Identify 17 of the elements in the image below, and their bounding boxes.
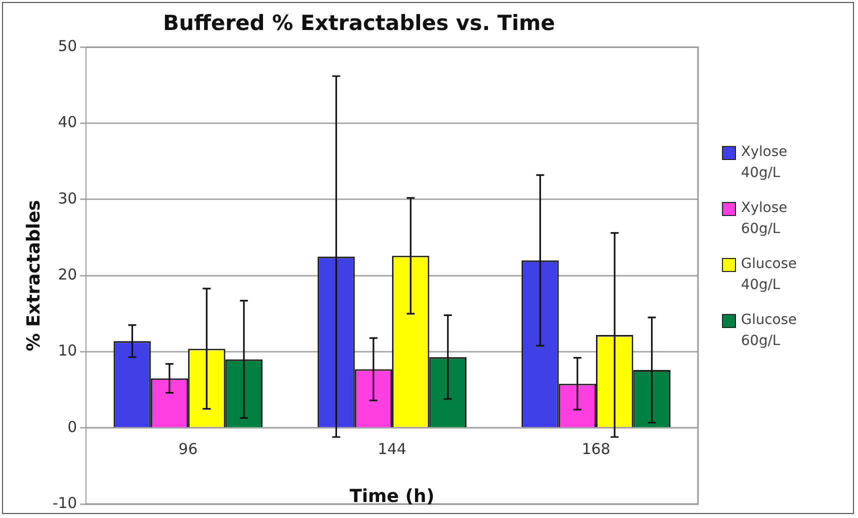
y-tick-label: 40 (58, 113, 78, 132)
y-tick-label: 20 (58, 265, 78, 284)
y-tick-label: 30 (58, 189, 78, 208)
y-tick-label: 0 (68, 418, 78, 436)
legend-label: Xylose 40g/L (741, 143, 788, 183)
y-tick-label: 50 (58, 37, 78, 56)
x-tick-label: 96 (178, 440, 198, 458)
y-tick-label: 10 (58, 342, 78, 360)
legend-label: Xylose 60g/L (741, 199, 788, 239)
y-axis-title: % Extractables (23, 200, 44, 352)
legend-label: Glucose 40g/L (741, 255, 798, 295)
legend-label: Glucose 60g/L (741, 311, 798, 351)
x-axis-title: Time (h) (350, 486, 435, 507)
x-tick-label: 144 (378, 440, 406, 458)
x-tick-label: 168 (582, 440, 610, 458)
chart-title: Buffered % Extractables vs. Time (162, 11, 556, 36)
y-tick-label: -10 (52, 494, 78, 512)
